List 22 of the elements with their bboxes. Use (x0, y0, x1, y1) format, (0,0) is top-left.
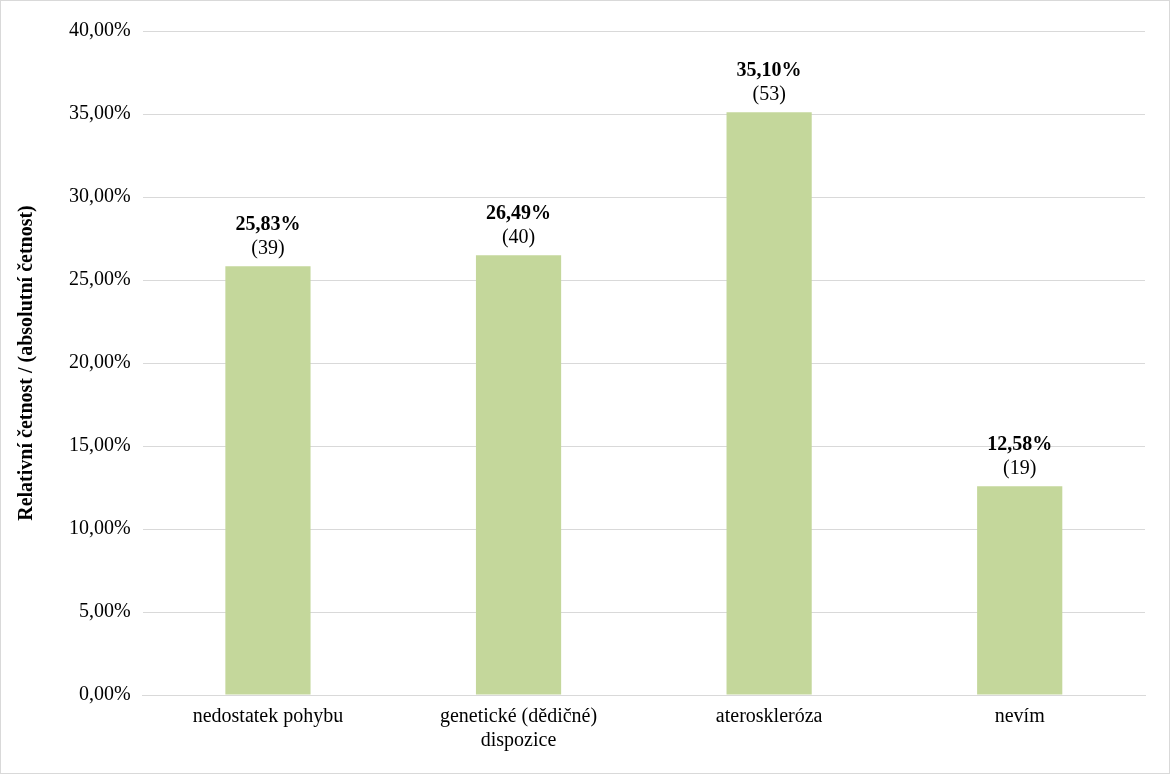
x-tick-label: genetické (dědičné) dispozice (439, 704, 598, 752)
y-tick-label: 25,00% (68, 267, 131, 290)
data-label: 35,10% (53) (736, 58, 802, 106)
y-tick-label: 20,00% (68, 350, 131, 373)
data-label: 25,83% (39) (235, 212, 301, 260)
y-axis-title: Relativní četnost / (absolutní četnost) (14, 205, 38, 521)
y-tick-label: 40,00% (68, 18, 131, 41)
x-tick-label: ateroskleróza (715, 704, 823, 727)
y-tick-label: 0,00% (78, 682, 131, 705)
y-tick-label: 35,00% (68, 101, 131, 124)
y-tick-label: 10,00% (68, 516, 131, 539)
bar (225, 266, 311, 695)
y-tick-label: 5,00% (78, 599, 131, 622)
data-label: 26,49% (40) (486, 201, 552, 249)
y-tick-label: 30,00% (68, 184, 131, 207)
x-tick-label: nedostatek pohybu (192, 704, 344, 728)
bar (977, 486, 1063, 695)
y-tick-label: 15,00% (68, 433, 131, 456)
bar (475, 255, 562, 695)
x-tick-label: nevím (994, 704, 1046, 727)
data-label: 12,58% (19) (987, 432, 1053, 480)
bar (726, 112, 812, 695)
